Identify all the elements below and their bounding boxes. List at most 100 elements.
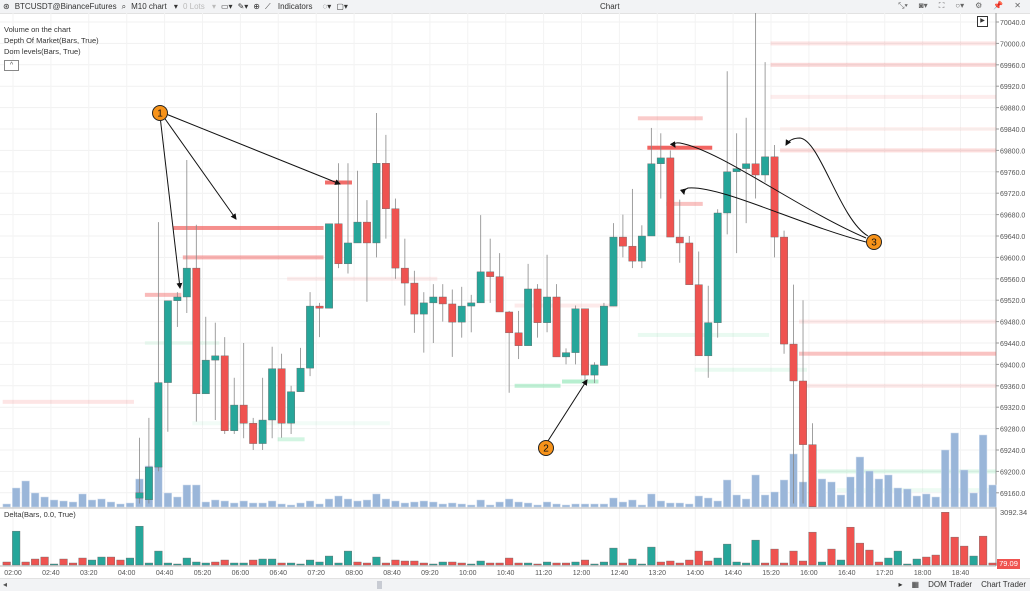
delta-bar — [865, 549, 874, 566]
candle-down — [334, 223, 343, 265]
price-tick-label: 69920.0 — [1000, 84, 1025, 91]
dom-level-ask — [770, 62, 996, 67]
delta-bar — [362, 562, 371, 566]
volume-bar — [599, 503, 608, 508]
volume-bar — [931, 496, 940, 508]
time-tick-label: 04:40 — [156, 570, 174, 577]
delta-bar — [969, 555, 978, 566]
volume-bar — [685, 503, 694, 508]
volume-bar — [287, 504, 296, 508]
dom-level-bid — [637, 332, 770, 337]
delta-bar — [391, 559, 400, 566]
legend-dom-levels[interactable]: Dom levels(Bars, True) — [4, 47, 81, 56]
dom-level-bid — [562, 379, 599, 384]
delta-bar — [704, 560, 713, 566]
delta-bar — [552, 562, 561, 566]
scroll-right-button[interactable]: ▸ — [898, 580, 903, 589]
volume-bar — [334, 495, 343, 508]
volume-bar — [97, 498, 106, 508]
search-icon[interactable]: ⌕ — [121, 1, 127, 11]
delta-bar — [116, 559, 125, 566]
delta-bar — [306, 559, 315, 566]
scroll-left-button[interactable]: ◂ — [3, 580, 8, 589]
lots-dropdown[interactable]: 0 Lots ▾ — [182, 2, 216, 11]
scroll-to-end-button[interactable]: ▶ — [977, 16, 988, 27]
time-tick-label: 10:00 — [459, 570, 477, 577]
candle-down — [438, 296, 447, 305]
candle-up — [372, 163, 381, 244]
candle-down — [581, 308, 589, 376]
delta-bar — [666, 560, 675, 566]
candle-up — [761, 156, 770, 176]
volume-bar — [694, 495, 703, 508]
crosshair-icon[interactable]: ◌▾ — [322, 2, 332, 11]
delta-bar — [163, 562, 172, 566]
candles — [135, 13, 817, 507]
window-icon[interactable]: ▢▾ — [336, 2, 348, 11]
dom-trader-button[interactable]: DOM Trader — [928, 580, 973, 589]
candle-up — [182, 267, 191, 298]
camera-icon[interactable]: ◙▾ — [918, 1, 928, 10]
fullscreen-icon[interactable]: ⛶ — [938, 1, 945, 10]
chart-type-dropdown[interactable]: M10 chart ▾ — [131, 2, 178, 11]
delta-bar — [922, 556, 931, 566]
delta-bar — [448, 561, 457, 566]
symbol-selector[interactable]: BTCUSDT@BinanceFutures — [14, 2, 117, 11]
candle-down — [400, 267, 409, 284]
legend-volume[interactable]: Volume on the chart — [4, 25, 71, 34]
candle-up — [258, 419, 267, 444]
circle-icon[interactable]: ○▾ — [955, 1, 965, 10]
delta-last-value-badge: 79.09 — [997, 559, 1020, 569]
volume-bar — [893, 487, 902, 508]
settings-icon[interactable]: ⚙ — [975, 1, 983, 10]
candle-down — [486, 271, 495, 277]
pencil-icon[interactable]: ✎▾ — [237, 2, 249, 11]
candle-up — [656, 157, 665, 164]
volume-bar — [486, 504, 495, 508]
annotation-marker — [538, 440, 554, 456]
delta-bar — [154, 550, 163, 566]
delta-bar — [799, 560, 808, 566]
close-icon[interactable]: ✕ — [1014, 1, 1021, 10]
legend-depth-of-market[interactable]: Depth Of Market(Bars, True) — [4, 36, 99, 45]
delta-bar — [580, 559, 589, 566]
volume-bar — [391, 500, 400, 508]
dom-level-bid — [817, 469, 996, 474]
delta-bar — [618, 562, 627, 566]
calendar-icon[interactable]: ▦ — [911, 580, 920, 589]
volume-bar — [855, 456, 864, 508]
price-chart[interactable]: 70040.0 70000.0 69960.0 69920.0 69880.0 69840… — [0, 13, 1030, 578]
delta-bar — [609, 547, 618, 566]
indicators-button[interactable]: ⟋ Indicators — [265, 2, 318, 12]
annotation-arrow — [545, 379, 588, 445]
volume-bar — [960, 469, 969, 508]
delta-bar — [505, 557, 514, 566]
volume-bar — [324, 498, 334, 508]
delta-bar — [590, 563, 599, 566]
time-tick-label: 04:00 — [118, 570, 136, 577]
volume-bar — [372, 493, 381, 508]
delta-panel-label: Delta(Bars, 0.0, True) — [4, 510, 76, 519]
pin-icon[interactable]: 📌 — [993, 1, 1004, 10]
volume-bar — [239, 500, 248, 508]
dom-level-ask — [799, 319, 996, 324]
monitor-icon[interactable]: ▭▾ — [221, 2, 233, 11]
candle-down — [277, 368, 286, 424]
collapse-legend-button[interactable]: ^ — [4, 60, 19, 71]
volume-bar — [950, 432, 959, 508]
chart-trader-button[interactable]: Chart Trader — [981, 580, 1026, 589]
delta-bar — [325, 555, 334, 566]
delta-bar — [979, 535, 988, 566]
zoom-icon[interactable]: ⊕ — [253, 2, 260, 11]
delta-bar — [277, 562, 286, 566]
dom-level-ask — [647, 145, 713, 150]
delta-bar — [457, 562, 466, 566]
volume-bar — [742, 498, 751, 508]
minimize-icon[interactable]: ⤡▾ — [898, 1, 908, 10]
price-tick-label: 69160.0 — [1000, 491, 1025, 498]
candle-up — [704, 322, 713, 357]
time-tick-label: 16:00 — [800, 570, 818, 577]
volume-bar — [543, 501, 552, 508]
scrollbar-thumb[interactable] — [377, 581, 382, 589]
price-tick-label: 69440.0 — [1000, 341, 1025, 348]
